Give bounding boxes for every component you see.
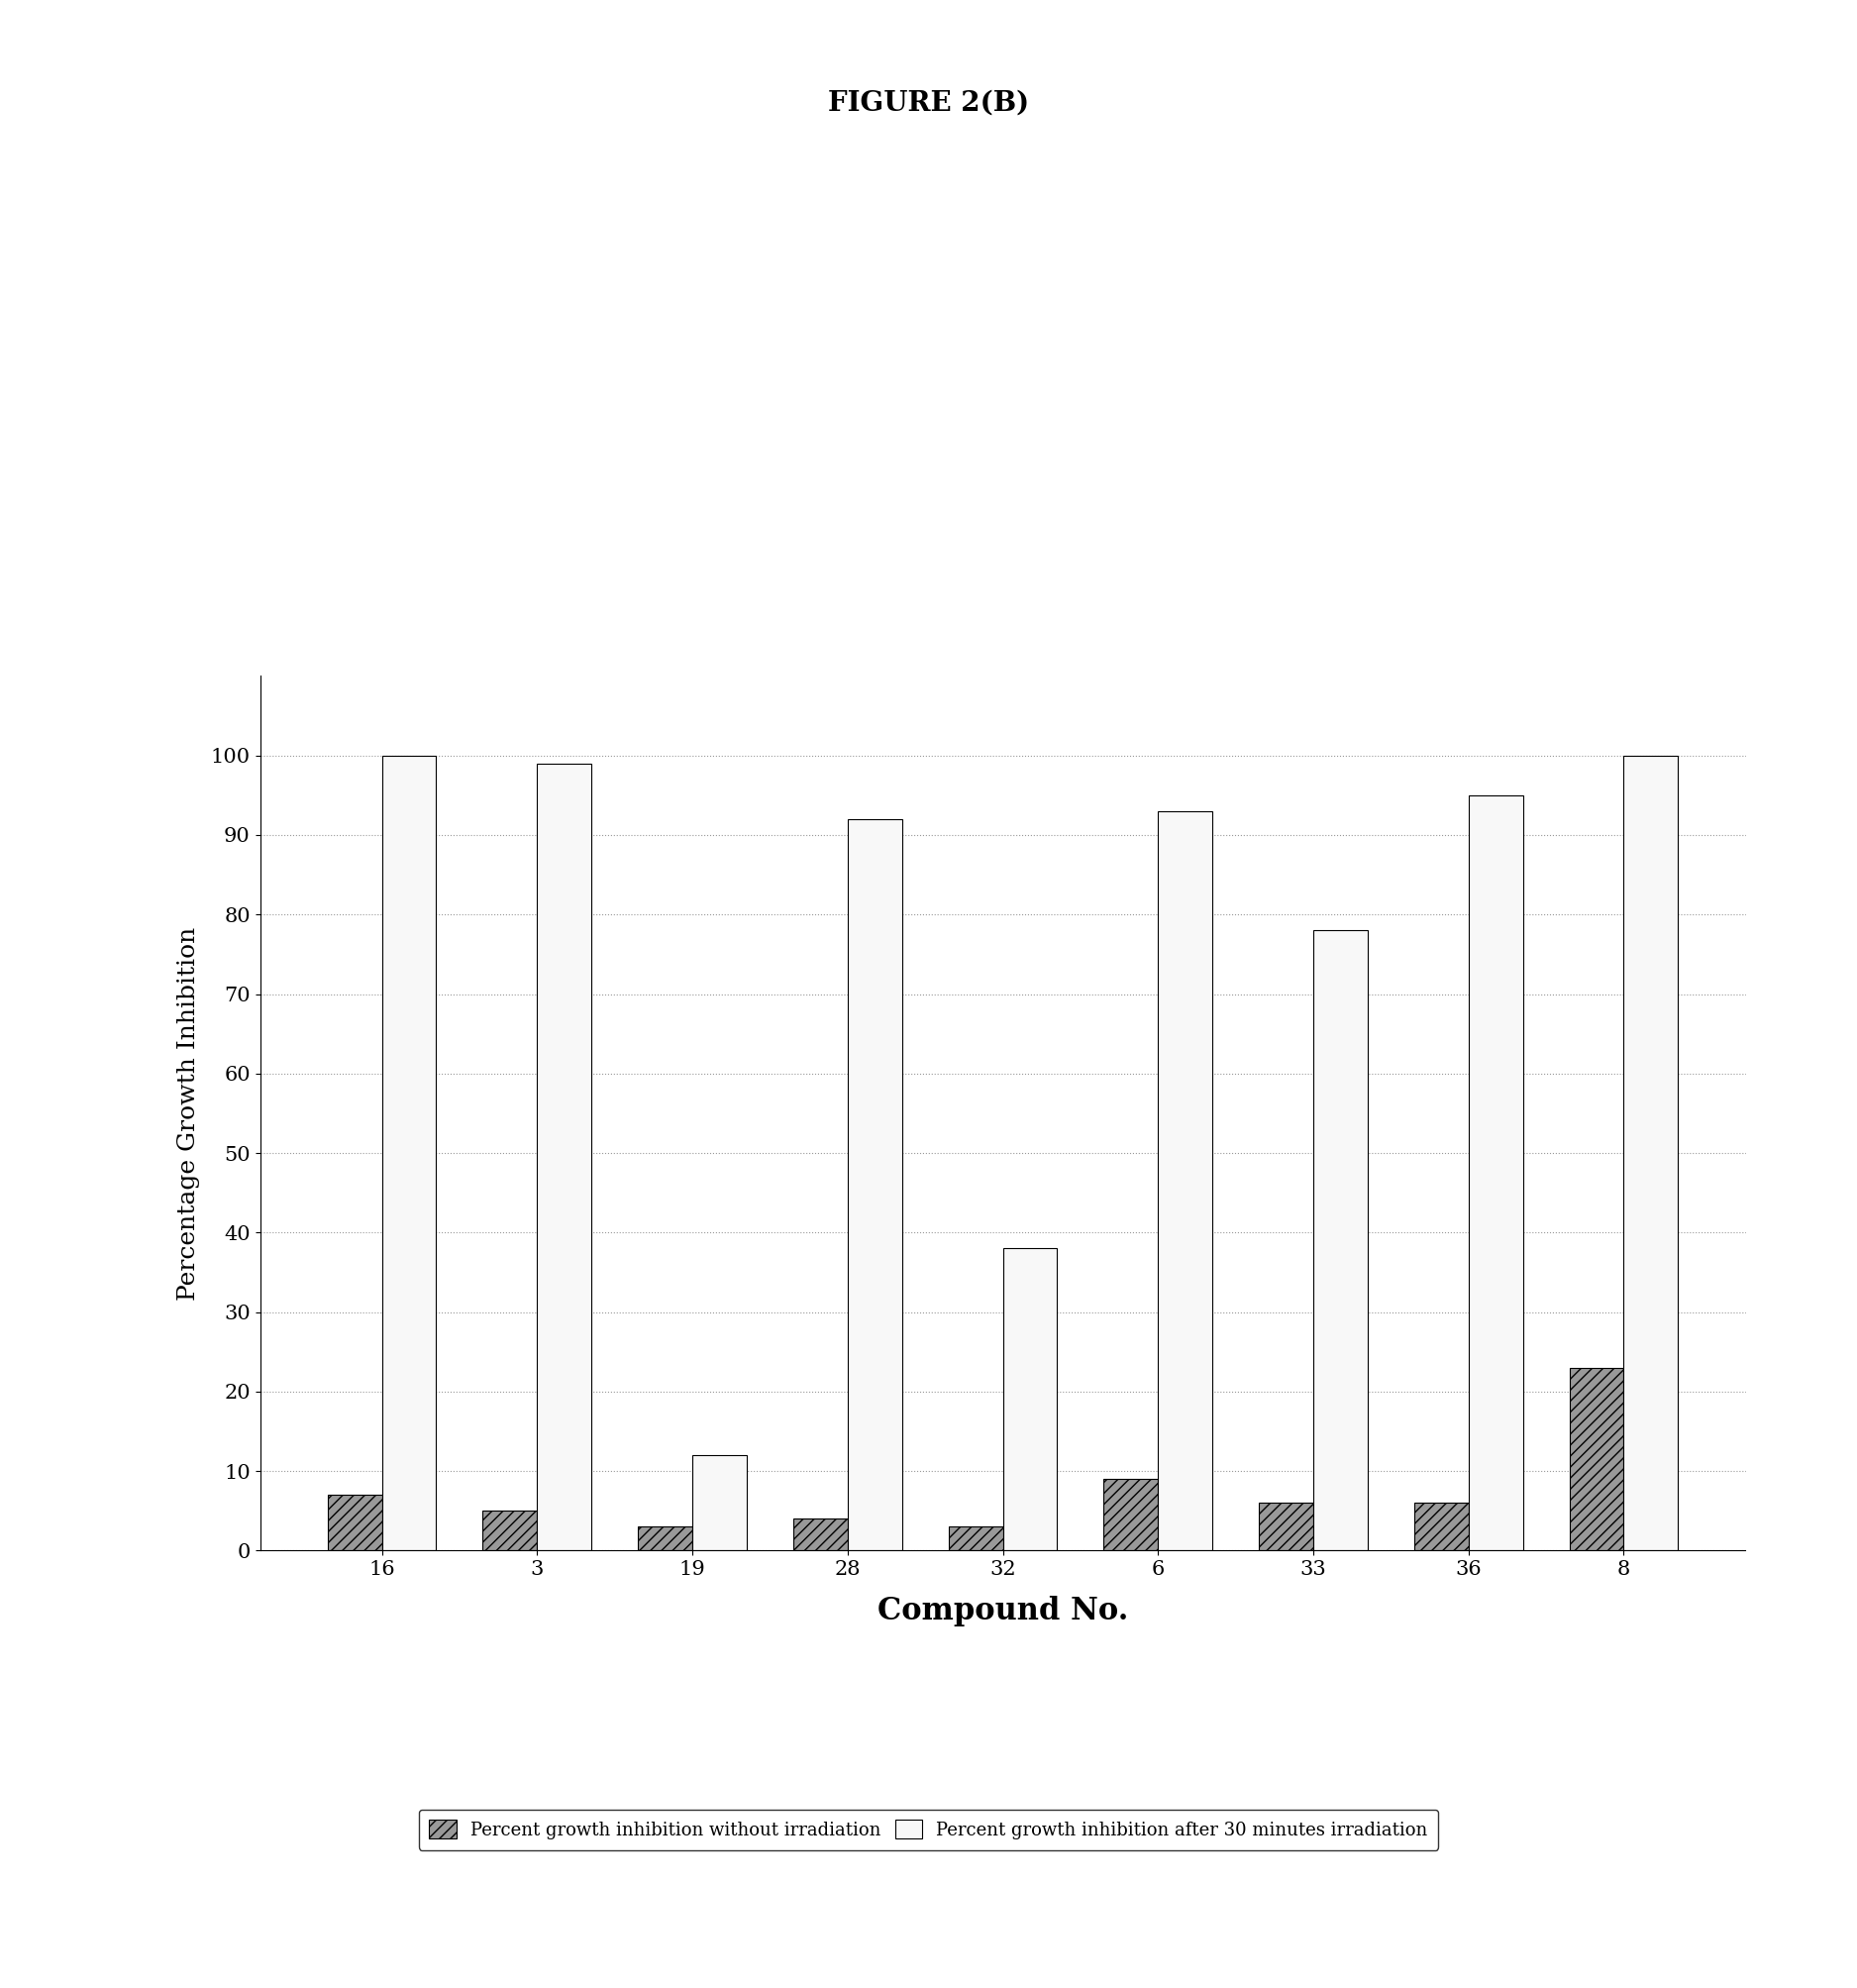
Bar — [1469, 795, 1523, 1551]
Bar — [383, 755, 436, 1551]
Bar — [1415, 1503, 1469, 1551]
Bar — [1313, 930, 1367, 1551]
Legend: Percent growth inhibition without irradiation, Percent growth inhibition after 3: Percent growth inhibition without irradi… — [418, 1809, 1439, 1851]
Bar — [1103, 1479, 1159, 1551]
X-axis label: Compound No.: Compound No. — [877, 1596, 1129, 1626]
Bar — [1159, 811, 1213, 1551]
Y-axis label: Percentage Growth Inhibition: Percentage Growth Inhibition — [176, 926, 199, 1300]
Bar — [1569, 1368, 1623, 1551]
Bar — [639, 1527, 693, 1551]
Bar — [1003, 1248, 1057, 1551]
Bar — [537, 763, 591, 1551]
Text: FIGURE 2(B): FIGURE 2(B) — [828, 89, 1029, 115]
Bar — [1259, 1503, 1313, 1551]
Bar — [1623, 755, 1679, 1551]
Bar — [327, 1495, 383, 1551]
Bar — [793, 1519, 847, 1551]
Bar — [847, 819, 903, 1551]
Bar — [693, 1455, 747, 1551]
Bar — [949, 1527, 1003, 1551]
Bar — [483, 1511, 537, 1551]
